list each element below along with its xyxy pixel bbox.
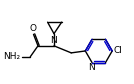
Text: Cl: Cl bbox=[114, 46, 123, 55]
Text: NH₂: NH₂ bbox=[4, 52, 21, 61]
Text: N: N bbox=[51, 36, 57, 45]
Text: N: N bbox=[88, 63, 94, 72]
Text: O: O bbox=[29, 24, 36, 33]
